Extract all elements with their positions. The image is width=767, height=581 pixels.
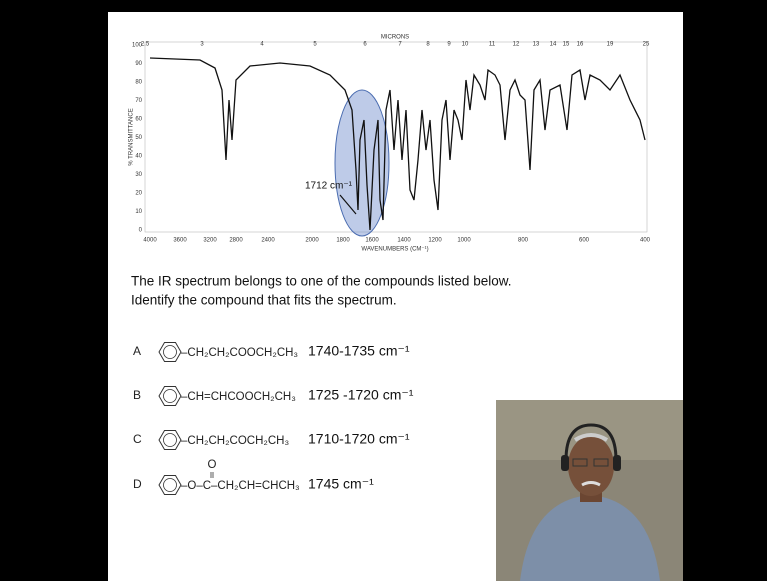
y-axis-label: % TRANSMITTANCE bbox=[129, 108, 135, 165]
y-tick-label: 80 bbox=[135, 80, 142, 86]
bottom-tick-label: 1000 bbox=[457, 238, 471, 244]
top-tick-label: 25 bbox=[643, 42, 650, 48]
bottom-tick-label: 3600 bbox=[173, 238, 187, 244]
top-axis-label: MICRONS bbox=[381, 35, 409, 41]
bottom-tick-label: 2000 bbox=[305, 238, 319, 244]
top-tick-label: 10 bbox=[462, 42, 469, 48]
y-tick-label: 100 bbox=[132, 43, 143, 49]
bottom-tick-label: 4000 bbox=[143, 238, 157, 244]
wavenumber-range: 1710-1720 cm⁻¹ bbox=[308, 431, 410, 447]
bottom-axis-label: WAVENUMBERS (CM⁻¹) bbox=[361, 247, 428, 253]
question-line: Identify the compound that fits the spec… bbox=[131, 293, 397, 308]
option-letter: B bbox=[133, 388, 141, 402]
y-tick-label: 50 bbox=[135, 135, 142, 141]
bottom-tick-label: 1600 bbox=[365, 238, 379, 244]
formula: –O–C–CH₂CH=CHCH₃ bbox=[181, 480, 300, 492]
bottom-tick-label: 1400 bbox=[397, 238, 411, 244]
option-letter: A bbox=[133, 344, 141, 358]
bottom-tick-label: 2400 bbox=[261, 238, 275, 244]
top-tick-label: 11 bbox=[489, 42, 496, 48]
video-inset bbox=[496, 400, 683, 581]
y-tick-label: 60 bbox=[135, 117, 142, 123]
bottom-tick-label: 1200 bbox=[428, 238, 442, 244]
formula: –CH₂CH₂COOCH₂CH₃ bbox=[181, 347, 298, 359]
screen: 1712 cm⁻¹ MICRONS WAVENUMBERS (CM⁻¹) % T… bbox=[0, 0, 767, 581]
y-tick-label: 10 bbox=[135, 209, 142, 215]
annotation: 1712 cm⁻¹ bbox=[305, 181, 353, 192]
wavenumber-range: 1725 -1720 cm⁻¹ bbox=[308, 387, 414, 403]
bottom-tick-label: 400 bbox=[640, 238, 651, 244]
bottom-tick-label: 600 bbox=[579, 238, 590, 244]
y-tick-label: 90 bbox=[135, 61, 142, 67]
bottom-tick-label: 3200 bbox=[203, 238, 217, 244]
highlight-ellipse bbox=[335, 90, 389, 236]
option-letter: C bbox=[133, 432, 142, 446]
y-tick-label: 20 bbox=[135, 191, 142, 197]
wavenumber-range: 1745 cm⁻¹ bbox=[308, 476, 374, 492]
option-letter: D bbox=[133, 477, 142, 491]
question-line: The IR spectrum belongs to one of the co… bbox=[131, 274, 511, 289]
top-tick-label: 19 bbox=[607, 42, 614, 48]
top-tick-label: 14 bbox=[550, 42, 557, 48]
top-tick-label: 15 bbox=[563, 42, 570, 48]
y-tick-label: 40 bbox=[135, 154, 142, 160]
y-tick-label: 70 bbox=[135, 98, 142, 104]
bottom-tick-label: 800 bbox=[518, 238, 529, 244]
formula: –CH₂CH₂COCH₂CH₃ bbox=[181, 435, 289, 447]
bottom-tick-label: 2800 bbox=[229, 238, 243, 244]
bottom-tick-label: 1800 bbox=[336, 238, 350, 244]
top-tick-label: 13 bbox=[533, 42, 540, 48]
top-tick-label: 2.5 bbox=[141, 42, 150, 48]
wavenumber-range: 1740-1735 cm⁻¹ bbox=[308, 343, 410, 359]
top-tick-label: 16 bbox=[577, 42, 584, 48]
top-tick-label: 12 bbox=[513, 42, 520, 48]
carbonyl-oxygen: O bbox=[208, 459, 217, 471]
formula: –CH=CHCOOCH₂CH₃ bbox=[181, 391, 296, 403]
y-tick-label: 30 bbox=[135, 172, 142, 178]
